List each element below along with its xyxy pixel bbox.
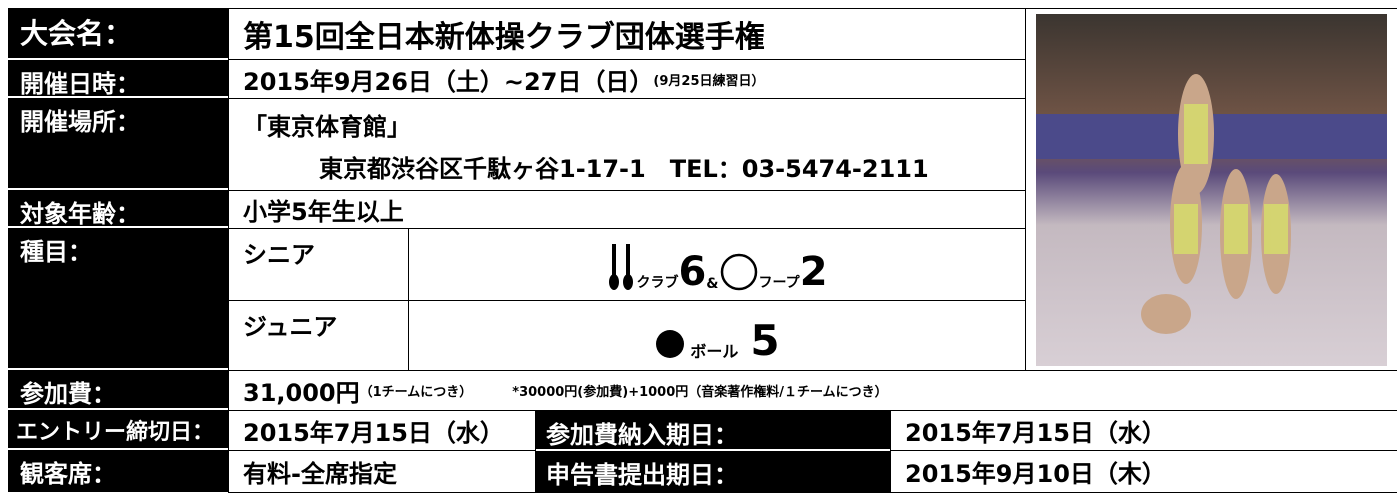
entry-value: 2015年7月15日（水） [228,410,536,451]
seats-value: 有料-全席指定 [228,450,536,493]
label: 対象年齢： [8,190,228,228]
item: ボール [690,342,739,361]
item: フープ [758,275,800,291]
label: 申告書提出期日： [536,451,890,493]
title-value: 第15回全日本新体操クラブ団体選手権 [228,8,1026,60]
report-value: 2015年9月10日（木） [890,450,1397,493]
label: 参加費： [8,370,228,408]
text: 31,000円 [243,379,360,407]
detail: *30000円(参加費)+1000円（音楽著作権料/１チームにつき） [512,385,888,400]
note: (9月25日練習日） [653,73,765,89]
payment-value: 2015年7月15日（水） [890,410,1397,451]
label: 種目： [8,228,228,368]
hoop-icon [720,253,757,291]
note: （1チームにつき） [359,385,473,400]
count: 6 [678,249,707,295]
venue-name: 「東京体育館」 [243,113,411,141]
fee-value: 31,000円 （1チームにつき） *30000円(参加費)+1000円（音楽著作権… [228,370,1397,411]
count: 2 [799,249,828,295]
text: 2015年9月26日（土）~27日（日） [243,67,654,96]
venue-value: 「東京体育館」 東京都渋谷区千駄ヶ谷1-17-1 TEL：03-5474-211… [228,98,1026,191]
age-value: 小学5年生以上 [228,190,1026,229]
sub-label: シニア [228,228,409,301]
item: クラブ [636,275,679,291]
joiner: & [706,276,719,292]
count: 5 [750,316,780,365]
label: 開催日時： [8,60,228,98]
photo [1036,13,1387,366]
sub-label: ジュニア [228,300,409,371]
ball-icon [656,330,685,358]
label: 参加費納入期日： [536,411,890,449]
club-icon [609,244,634,290]
label: 開催場所： [8,98,228,188]
label: エントリー締切日： [8,410,228,448]
senior-items: クラブ 6 & フープ 2 [408,228,1026,301]
venue-address: 東京都渋谷区千駄ヶ谷1-17-1 TEL：03-5474-2111 [319,155,929,183]
junior-items: ボール 5 [408,300,1026,371]
photo-cell [1025,8,1397,371]
date-value: 2015年9月26日（土）~27日（日） (9月25日練習日） [228,59,1026,99]
label: 観客席： [8,450,228,492]
label: 大会名： [8,8,228,58]
